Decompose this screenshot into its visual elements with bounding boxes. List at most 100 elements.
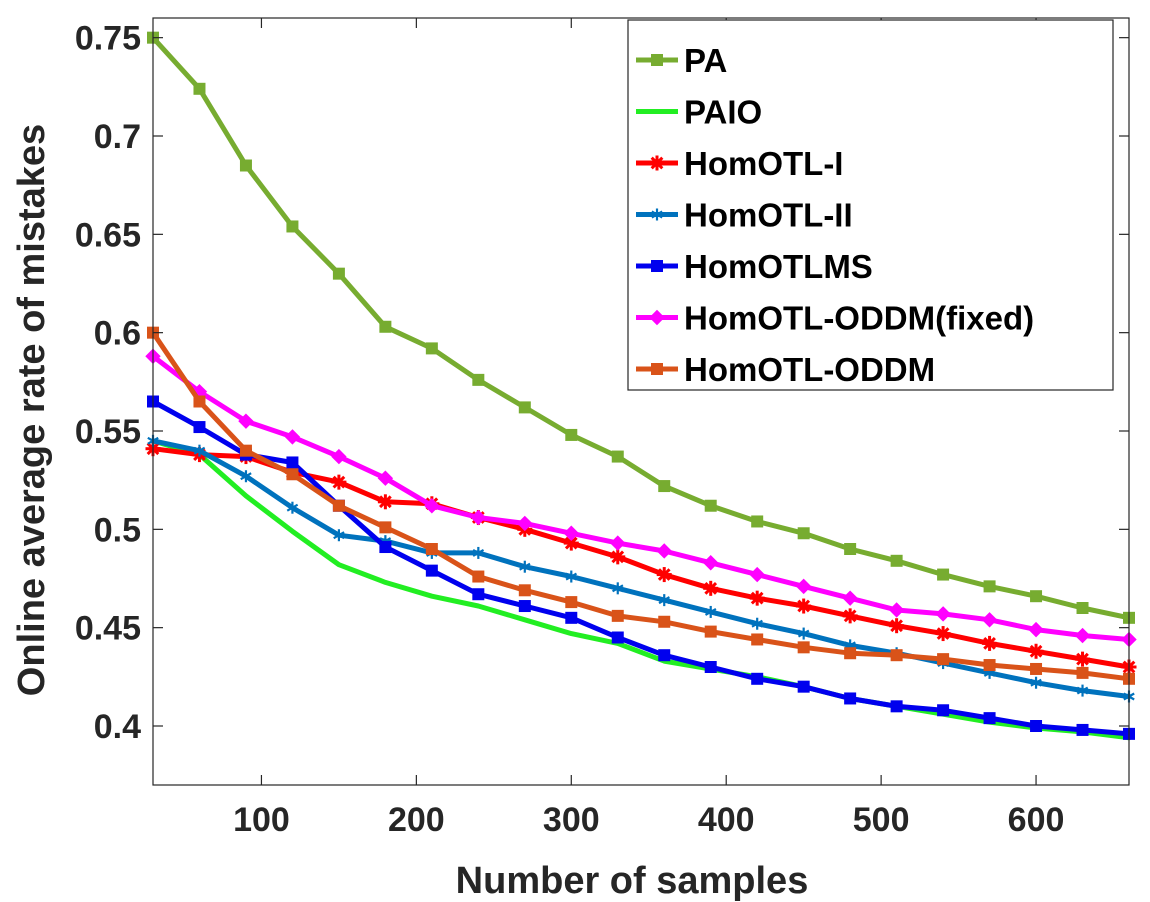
data-point-homotlms [518,600,531,613]
data-point-homotl-ii-stroke [519,562,531,571]
data-point-homotl-i-core [799,602,808,611]
data-point-homotl-oddm-fixed [238,413,254,429]
data-point-homotl-i-core [1032,647,1041,656]
data-point-homotlms [611,631,624,644]
data-point-homotl-oddm [425,543,438,555]
data-point-homotl-i-core [613,552,622,561]
data-point-homotlms [425,564,438,577]
data-point-homotl-ii [286,501,299,514]
data-point-homotl-oddm-fixed [1074,627,1091,644]
data-point-homotl-oddm [983,659,996,672]
data-point-homotl-i-core [753,594,762,603]
data-point-homotl-oddm-fixed [981,612,998,628]
data-point-homotl-oddm [751,633,764,646]
data-point-homotl-oddm-fixed [842,590,858,606]
series-line-homotlms [150,399,1132,737]
data-point-pa [332,267,345,280]
legend-item-homotl-i: HomOTL-I [636,145,843,182]
data-point-homotl-i-core [892,621,901,630]
data-point-homotl-oddm [658,615,671,628]
series-line-paio [150,438,1132,741]
data-point-homotl-ii [240,470,252,483]
data-point-homotlms [472,588,485,601]
data-point-homotlms [937,704,950,717]
data-point-homotl-ii [472,546,485,559]
data-point-homotl-i [935,626,951,642]
series-line-homotl-ii [150,438,1132,699]
legend-label-homotl-oddm-fixed: HomOTL-ODDM(fixed) [684,300,1034,337]
data-point-homotl-ii-stroke [1076,686,1089,695]
data-point-homotl-oddm-fixed [795,578,812,595]
data-point-homotl-i [656,567,672,583]
data-point-pa [472,373,485,386]
data-point-pa [1030,590,1043,603]
legend-item-homotl-oddm: HomOTL-ODDM [636,351,935,388]
data-point-homotl-oddm [565,596,578,609]
data-point-homotlms [1076,723,1089,736]
data-point-homotl-oddm [1076,666,1089,679]
data-point-homotl-i [377,494,393,510]
data-point-homotlms [751,672,764,685]
data-point-pa [286,220,299,233]
data-point-homotl-ii-stroke [1030,678,1042,687]
data-point-homotl-oddm-fixed [331,448,347,465]
data-point-homotl-oddm [518,584,531,597]
data-point-homotl-ii-stroke [797,629,810,638]
legend-marker-homotl-ii [651,208,663,221]
data-point-homotl-ii-stroke [751,619,763,628]
data-point-homotlms [797,680,810,693]
data-point-pa [890,554,903,567]
data-point-homotl-oddm-fixed [888,602,905,618]
data-point-homotl-oddm-fixed [517,515,533,532]
x-tick-label: 600 [1008,801,1065,839]
data-point-homotl-oddm [332,499,345,512]
data-point-homotl-i-core [706,584,715,593]
data-point-homotl-ii [519,560,531,573]
data-point-pa [1076,602,1089,614]
data-point-homotl-oddm-fixed [656,543,672,559]
plot-area [145,31,1137,741]
series-homotl-i [145,441,1137,675]
data-point-pa [704,499,717,512]
data-point-homotl-ii [751,617,763,630]
data-point-homotl-i-core [334,478,343,487]
data-point-homotl-oddm [611,609,624,622]
x-axis-label: Number of samples [456,860,809,902]
data-point-pa [658,480,671,493]
y-axis-label: Online average rate of mistakes [11,124,53,696]
legend-marker-homotl-i-core [653,159,661,167]
data-point-homotl-oddm-fixed [377,470,394,486]
data-point-homotl-oddm [239,444,252,457]
legend-label-homotl-i: HomOTL-I [684,145,843,182]
data-point-homotl-ii [193,444,206,457]
data-point-homotl-ii [1076,684,1089,697]
data-point-homotl-ii-stroke [565,572,578,581]
data-point-homotlms [193,421,206,434]
y-tick-label: 0.65 [75,216,141,254]
series-homotl-oddm [147,326,1135,685]
x-tick-label: 500 [853,801,910,839]
data-point-homotl-ii-stroke [240,472,252,481]
data-point-homotl-oddm [1030,662,1043,675]
data-point-homotl-oddm [890,649,903,662]
data-point-homotl-i [703,580,719,596]
data-point-homotl-ii [333,529,345,542]
data-point-homotl-i-core [567,539,576,548]
data-point-homotl-i [1028,643,1044,659]
legend-label-paio: PAIO [684,94,762,131]
data-point-pa [425,342,438,355]
data-point-homotl-oddm-fixed [563,525,579,541]
data-point-homotl-ii-stroke [612,584,624,593]
series-line-pa [150,35,1132,621]
data-point-homotl-ii [797,627,810,640]
series-paio [150,438,1132,741]
data-point-homotl-i [563,535,579,551]
data-point-homotlms [890,700,903,713]
legend-marker-homotlms [651,260,663,272]
legend-item-paio: PAIO [636,94,762,131]
data-point-homotl-i [842,608,858,624]
data-point-homotl-oddm-fixed [935,606,951,622]
data-point-homotlms [704,661,717,673]
data-point-pa [844,543,857,555]
